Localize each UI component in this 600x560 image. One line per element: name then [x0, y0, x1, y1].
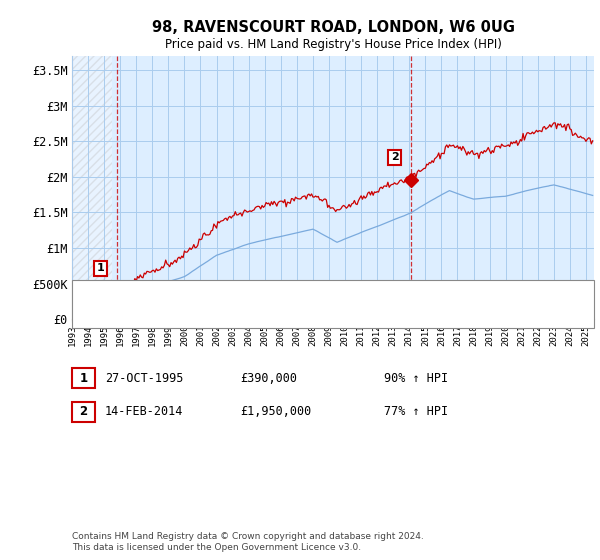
Text: 98, RAVENSCOURT ROAD, LONDON, W6 0UG: 98, RAVENSCOURT ROAD, LONDON, W6 0UG: [152, 20, 515, 35]
Text: Price paid vs. HM Land Registry's House Price Index (HPI): Price paid vs. HM Land Registry's House …: [164, 38, 502, 50]
Text: ———: ———: [84, 287, 107, 300]
Text: ———: ———: [84, 309, 107, 322]
Text: 14-FEB-2014: 14-FEB-2014: [105, 405, 184, 418]
Text: 90% ↑ HPI: 90% ↑ HPI: [384, 371, 448, 385]
Text: HPI: Average price, detached house, Hammersmith and Fulham: HPI: Average price, detached house, Hamm…: [117, 311, 464, 321]
Bar: [72, 56, 112, 319]
Text: £390,000: £390,000: [240, 371, 297, 385]
Text: 77% ↑ HPI: 77% ↑ HPI: [384, 405, 448, 418]
Text: £1,950,000: £1,950,000: [240, 405, 311, 418]
Text: 2: 2: [79, 405, 88, 418]
Text: 1: 1: [79, 371, 88, 385]
Text: 2: 2: [391, 152, 398, 162]
Text: 27-OCT-1995: 27-OCT-1995: [105, 371, 184, 385]
Text: Contains HM Land Registry data © Crown copyright and database right 2024.
This d: Contains HM Land Registry data © Crown c…: [72, 532, 424, 552]
Text: 1: 1: [97, 263, 104, 273]
Text: 98, RAVENSCOURT ROAD, LONDON, W6 0UG (detached house): 98, RAVENSCOURT ROAD, LONDON, W6 0UG (de…: [117, 288, 460, 298]
